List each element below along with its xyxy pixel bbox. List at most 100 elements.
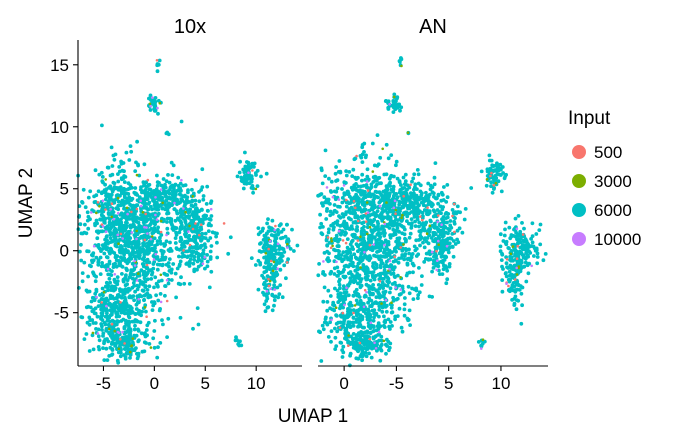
scatter-point (450, 208, 455, 212)
scatter-point (333, 171, 338, 176)
scatter-point (123, 243, 127, 248)
scatter-point (112, 217, 115, 221)
scatter-point (534, 232, 539, 236)
scatter-point (119, 295, 124, 300)
scatter-point (365, 180, 369, 183)
scatter-point (163, 185, 168, 190)
scatter-point (267, 247, 271, 251)
scatter-point (391, 233, 396, 238)
scatter-point (323, 273, 327, 277)
scatter-point (357, 295, 362, 299)
scatter-point (382, 268, 387, 273)
scatter-point (151, 198, 156, 203)
scatter-point (377, 181, 382, 186)
scatter-point (139, 204, 143, 208)
scatter-point (122, 353, 126, 357)
scatter-point (420, 191, 424, 196)
scatter-point (397, 236, 402, 241)
scatter-point (349, 224, 354, 229)
scatter-point (512, 284, 517, 289)
scatter-point (119, 301, 122, 304)
scatter-point (273, 242, 277, 247)
scatter-point (371, 346, 375, 350)
scatter-point (366, 284, 371, 288)
scatter-point (179, 275, 183, 280)
scatter-point (350, 303, 354, 308)
scatter-point (333, 237, 337, 241)
scatter-point (107, 324, 112, 328)
scatter-point (349, 263, 354, 267)
scatter-point (344, 169, 348, 174)
scatter-point (180, 178, 183, 182)
scatter-point (353, 336, 358, 341)
scatter-point (352, 252, 357, 257)
scatter-point (522, 226, 526, 231)
scatter-point (272, 303, 276, 308)
scatter-point (209, 244, 214, 248)
scatter-point (373, 184, 378, 189)
scatter-point (177, 254, 181, 259)
scatter-point (355, 227, 359, 232)
scatter-point (144, 228, 149, 233)
scatter-point (143, 195, 148, 200)
scatter-point (380, 280, 385, 285)
scatter-point (107, 222, 112, 227)
scatter-point (327, 176, 331, 181)
scatter-point (360, 178, 364, 183)
scatter-point (388, 184, 392, 188)
scatter-point (432, 231, 437, 235)
scatter-point (165, 226, 170, 231)
scatter-point (376, 231, 381, 235)
scatter-point (391, 212, 395, 217)
scatter-point (391, 298, 396, 303)
scatter-point (339, 253, 344, 257)
scatter-point (376, 321, 381, 326)
scatter-point (122, 252, 126, 257)
scatter-point (169, 267, 174, 272)
scatter-point (372, 308, 377, 313)
scatter-point (453, 202, 456, 206)
scatter-point (150, 235, 154, 238)
scatter-point (351, 167, 356, 172)
scatter-point (409, 200, 414, 205)
scatter-point (359, 266, 362, 269)
scatter-point (161, 322, 165, 327)
scatter-point (410, 261, 415, 266)
scatter-point (270, 247, 274, 252)
scatter-point (336, 300, 341, 305)
scatter-point (413, 182, 418, 187)
scatter-point (363, 201, 367, 205)
scatter-point (494, 181, 498, 185)
scatter-point (107, 249, 111, 254)
scatter-point (264, 252, 268, 255)
scatter-point (357, 247, 362, 252)
scatter-point (110, 164, 115, 168)
scatter-point (149, 219, 154, 224)
scatter-point (102, 251, 107, 256)
scatter-point (114, 322, 119, 327)
scatter-point (191, 204, 196, 209)
scatter-point (382, 264, 387, 269)
scatter-point (527, 249, 531, 254)
scatter-point (411, 176, 416, 181)
scatter-point (272, 283, 276, 287)
scatter-point (342, 257, 346, 262)
scatter-point (508, 289, 512, 294)
scatter-point (373, 341, 376, 345)
scatter-point (330, 239, 334, 243)
scatter-point (517, 265, 521, 268)
scatter-point (350, 174, 355, 179)
scatter-point (95, 211, 98, 215)
scatter-point (126, 235, 131, 239)
scatter-point (523, 247, 528, 251)
scatter-point (406, 257, 410, 261)
scatter-point (402, 232, 407, 237)
scatter-point (498, 249, 503, 254)
scatter-point (190, 187, 194, 192)
scatter-point (393, 314, 398, 319)
scatter-point (363, 338, 368, 343)
scatter-point (369, 229, 374, 234)
scatter-point (112, 157, 117, 162)
scatter-point (178, 315, 183, 320)
scatter-point (437, 272, 442, 276)
